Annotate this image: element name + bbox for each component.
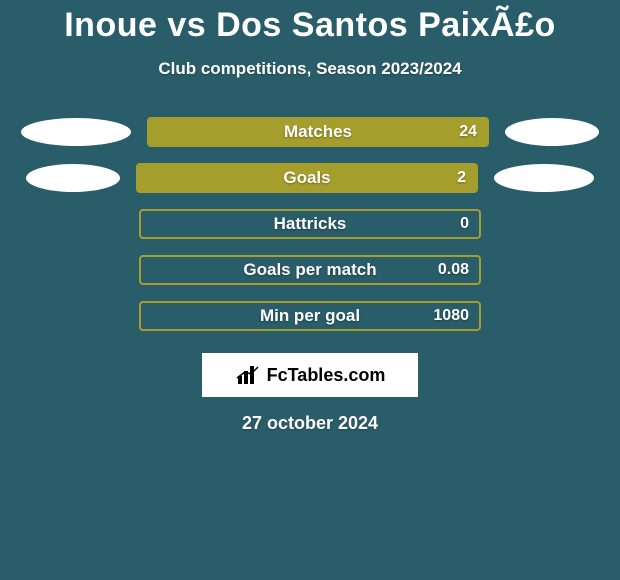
right-oval	[505, 118, 599, 146]
stat-bar: Goals per match 0.08	[139, 255, 481, 285]
stat-row: Goals per match 0.08	[0, 255, 620, 285]
stat-value: 24	[459, 123, 477, 141]
stat-bar: Min per goal 1080	[139, 301, 481, 331]
stat-bar: Matches 24	[147, 117, 489, 147]
stat-label: Matches	[284, 122, 352, 142]
left-oval	[26, 164, 120, 192]
stat-label: Goals	[283, 168, 330, 188]
stat-bar: Goals 2	[136, 163, 478, 193]
stat-row: Min per goal 1080	[0, 301, 620, 331]
stat-value: 0.08	[438, 261, 469, 279]
right-oval	[494, 164, 594, 192]
left-oval	[21, 118, 131, 146]
stat-value: 2	[457, 169, 466, 187]
stats-area: Matches 24 Goals 2 Hattricks 0 Goals per match…	[0, 117, 620, 331]
page-subtitle: Club competitions, Season 2023/2024	[158, 59, 461, 79]
stat-label: Hattricks	[274, 214, 347, 234]
page-root: Inoue vs Dos Santos PaixÃ£o Club competi…	[0, 0, 620, 580]
stat-label: Min per goal	[260, 306, 360, 326]
stat-value: 0	[460, 215, 469, 233]
stat-value: 1080	[433, 307, 469, 325]
logo-box: FcTables.com	[202, 353, 418, 397]
logo-text: FcTables.com	[267, 365, 386, 386]
stat-label: Goals per match	[243, 260, 376, 280]
date-line: 27 october 2024	[242, 413, 378, 434]
page-title: Inoue vs Dos Santos PaixÃ£o	[64, 6, 556, 45]
stat-row: Hattricks 0	[0, 209, 620, 239]
stat-row: Matches 24	[0, 117, 620, 147]
stat-row: Goals 2	[0, 163, 620, 193]
stat-bar: Hattricks 0	[139, 209, 481, 239]
bar-chart-icon	[235, 364, 261, 386]
